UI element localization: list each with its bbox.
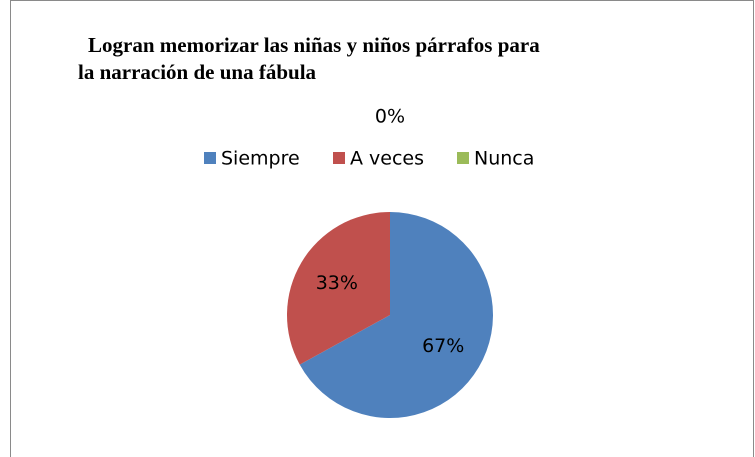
data-label: 33% (316, 272, 358, 294)
pie-slice (299, 212, 493, 418)
legend-label: A veces (350, 148, 424, 170)
legend-swatch (333, 152, 345, 164)
pie-slice (286, 212, 390, 365)
legend-swatch (457, 152, 469, 164)
chart-title: la narración de una fábula (78, 60, 317, 84)
chart-title: Logran memorizar las niñas y niños párra… (88, 33, 540, 57)
legend-label: Siempre (221, 148, 300, 170)
legend-label: Nunca (474, 148, 534, 170)
data-label: 0% (375, 106, 405, 128)
legend-swatch (204, 152, 216, 164)
data-label: 67% (422, 335, 464, 357)
